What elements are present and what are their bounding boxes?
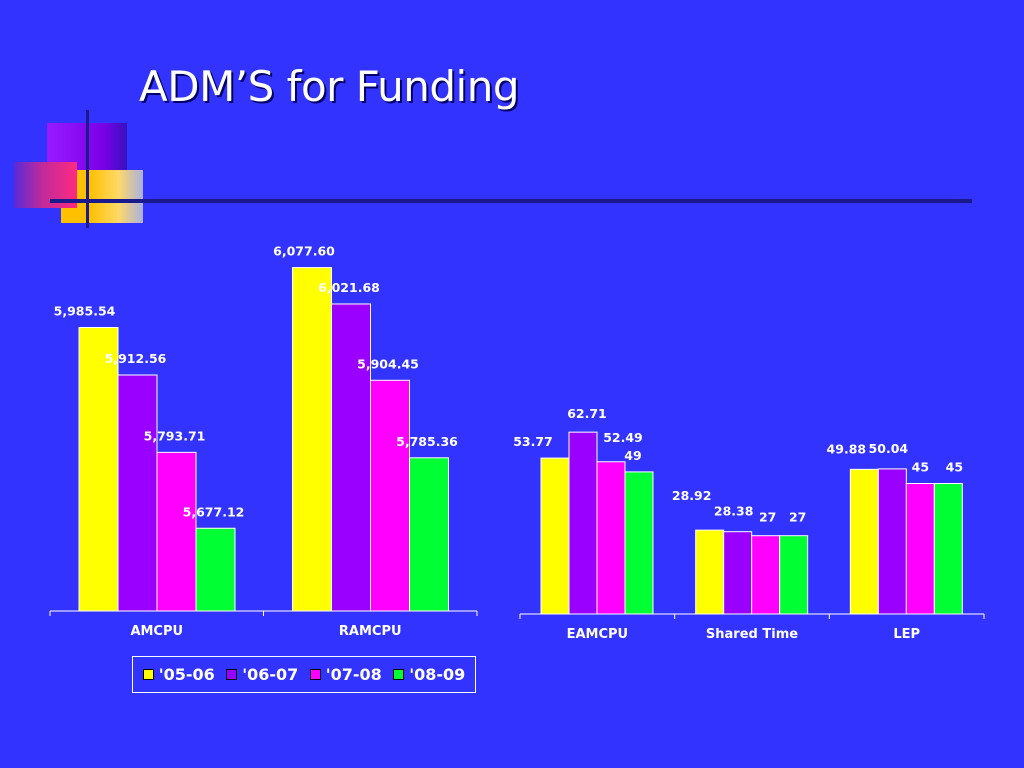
legend-swatch	[309, 669, 321, 680]
chart-legend: '05-06 '06-07 '07-08 '08-09	[132, 656, 476, 693]
data-label: 53.77	[513, 434, 553, 449]
legend-swatch	[393, 669, 405, 680]
decor-vertical-line	[86, 110, 89, 228]
data-label: 28.92	[672, 488, 712, 503]
bar	[624, 471, 654, 615]
title-underline	[50, 199, 972, 203]
bar	[751, 535, 781, 615]
bar	[849, 468, 879, 615]
data-label: 5,785.36	[396, 434, 458, 449]
bar	[723, 531, 753, 615]
data-label: 5,904.45	[357, 356, 419, 371]
data-label: 6,021.68	[318, 280, 380, 295]
bar	[568, 431, 598, 615]
legend-item: '07-08	[309, 665, 382, 684]
data-label: 50.04	[869, 441, 909, 456]
slide-title: ADM’S for Funding	[139, 62, 519, 111]
category-label: RAMCPU	[339, 624, 402, 639]
legend-label: '08-09	[409, 665, 466, 684]
bar	[877, 468, 907, 615]
category-label: EAMCPU	[567, 627, 629, 642]
bar	[540, 457, 570, 615]
data-label: 5,985.54	[54, 304, 116, 319]
bar	[409, 457, 449, 612]
bar	[331, 303, 371, 612]
bar	[117, 374, 158, 612]
data-label: 28.38	[714, 504, 754, 519]
category-label: AMCPU	[130, 624, 183, 639]
bar	[905, 483, 935, 615]
legend-item: '05-06	[142, 665, 215, 684]
bar	[695, 529, 725, 615]
data-label: 52.49	[603, 430, 643, 445]
data-label: 27	[759, 510, 776, 525]
bar	[156, 451, 197, 612]
legend-label: '06-07	[242, 665, 299, 684]
data-label: 5,677.12	[183, 504, 245, 519]
data-label: 6,077.60	[273, 244, 335, 259]
category-label: Shared Time	[706, 627, 798, 642]
bar	[370, 379, 410, 612]
bar	[195, 527, 236, 612]
data-label: 5,793.71	[144, 428, 206, 443]
data-label: 27	[789, 510, 806, 525]
legend-label: '05-06	[158, 665, 215, 684]
data-label: 49.88	[827, 441, 867, 456]
bar	[596, 461, 626, 615]
bar	[78, 327, 119, 612]
data-label: 5,912.56	[105, 351, 167, 366]
legend-swatch	[142, 669, 154, 680]
category-label: LEP	[893, 627, 920, 642]
legend-swatch	[226, 669, 238, 680]
data-label: 45	[912, 460, 929, 475]
bar	[933, 483, 963, 615]
legend-label: '07-08	[325, 665, 382, 684]
data-label: 45	[946, 460, 963, 475]
data-label: 62.71	[567, 406, 607, 421]
data-label: 49	[624, 448, 641, 463]
bar	[292, 267, 332, 612]
legend-item: '06-07	[226, 665, 298, 684]
bar	[779, 535, 809, 615]
legend-item: '08-09	[393, 665, 465, 684]
